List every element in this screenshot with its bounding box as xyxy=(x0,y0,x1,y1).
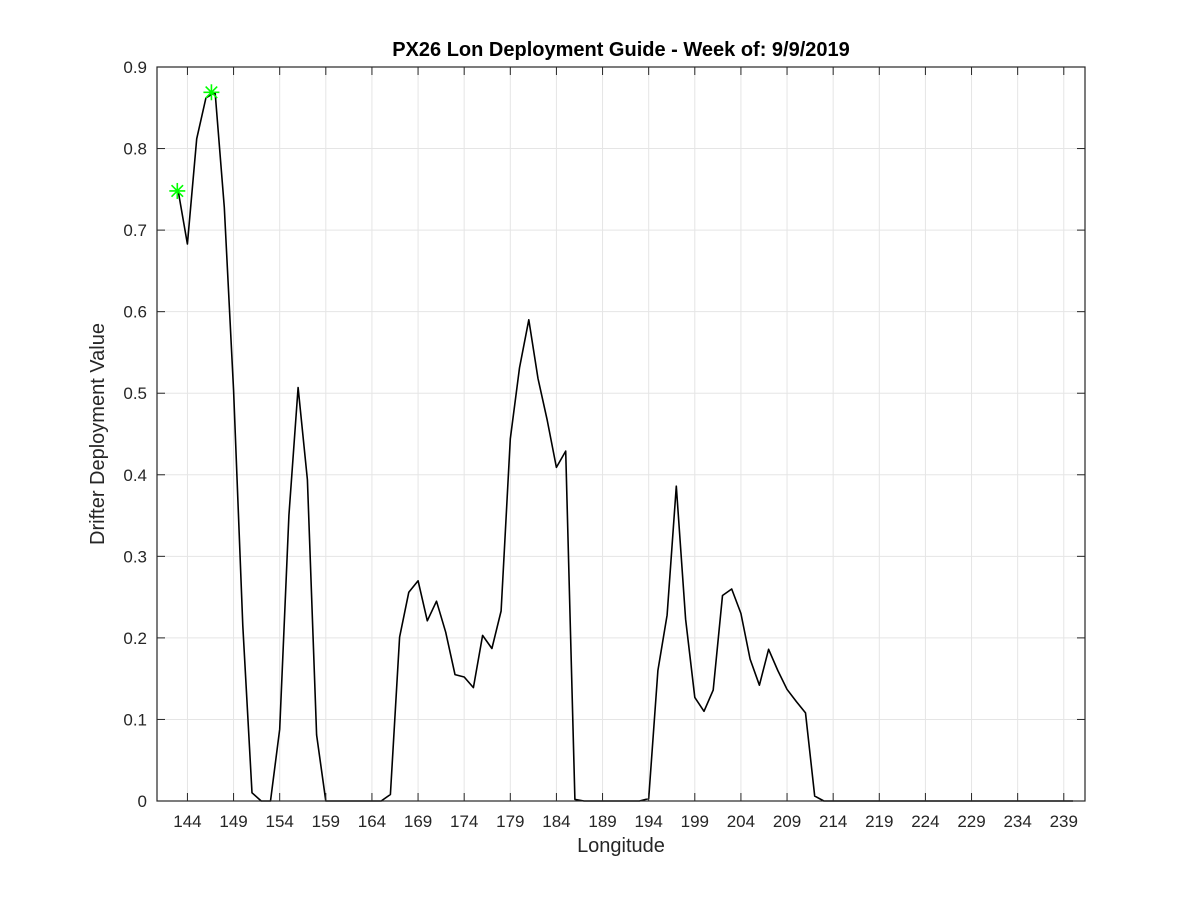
x-tick-label: 159 xyxy=(312,812,340,831)
x-tick-label: 194 xyxy=(634,812,662,831)
x-tick-label: 214 xyxy=(819,812,847,831)
asterisk-marker xyxy=(203,84,220,101)
axes-box xyxy=(156,66,1086,802)
axes: 144 149 154 159 164 169 174 179 184 189 194 199 204 2… xyxy=(123,58,1086,831)
y-tick-label: 0.8 xyxy=(123,140,147,159)
x-tick-label: 239 xyxy=(1050,812,1078,831)
y-tick-label: 0.9 xyxy=(123,58,147,77)
x-tick-label: 169 xyxy=(404,812,432,831)
y-tick-label: 0.5 xyxy=(123,384,147,403)
y-tick-label: 0.4 xyxy=(123,466,147,485)
x-tick-label: 229 xyxy=(957,812,985,831)
x-tick-label: 164 xyxy=(358,812,386,831)
x-tick-label: 199 xyxy=(681,812,709,831)
y-tick-label: 0.7 xyxy=(123,221,147,240)
x-tick-label: 144 xyxy=(173,812,201,831)
y-tick-label: 0.3 xyxy=(123,547,147,566)
x-tick-label: 224 xyxy=(911,812,939,831)
y-tick-label: 0.6 xyxy=(123,303,147,322)
chart-title: PX26 Lon Deployment Guide - Week of: 9/9… xyxy=(392,39,850,61)
x-tick-label: 154 xyxy=(266,812,294,831)
x-axis-title: Longitude xyxy=(577,835,665,857)
y-tick-label: 0.1 xyxy=(123,710,147,729)
x-tick-label: 184 xyxy=(542,812,570,831)
y-tick-label: 0.2 xyxy=(123,629,147,648)
y-tick-label: 0 xyxy=(138,792,147,811)
x-tick-label: 204 xyxy=(727,812,755,831)
x-tick-label: 149 xyxy=(219,812,247,831)
x-tick-label: 219 xyxy=(865,812,893,831)
x-tick-label: 234 xyxy=(1003,812,1031,831)
x-tick-label: 189 xyxy=(588,812,616,831)
y-axis-title: Drifter Deployment Value xyxy=(87,323,109,545)
grid xyxy=(157,66,1085,802)
x-tick-label: 174 xyxy=(450,812,478,831)
x-tick-label: 209 xyxy=(773,812,801,831)
asterisk-marker xyxy=(169,182,186,199)
x-tick-label: 179 xyxy=(496,812,524,831)
